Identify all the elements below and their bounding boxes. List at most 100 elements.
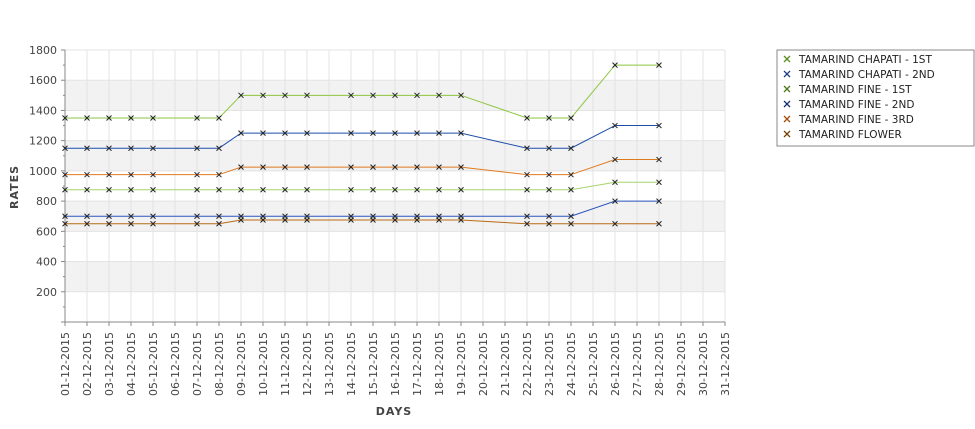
y-tick-label: 400 [36, 256, 57, 269]
data-point-marker [348, 217, 354, 223]
data-point-marker [194, 213, 200, 220]
data-point-marker [84, 186, 90, 193]
x-tick-label: 05-12-2015 [147, 332, 160, 396]
data-point-marker [414, 92, 420, 99]
data-point-marker [436, 164, 442, 170]
data-point-marker [546, 171, 552, 178]
series-line [65, 125, 659, 149]
legend-entry-label: TAMARIND FINE - 2ND [798, 99, 914, 111]
data-point-marker [304, 92, 310, 99]
x-tick-label: 11-12-2015 [279, 332, 292, 396]
data-point-marker [106, 186, 112, 193]
data-point-marker [84, 171, 90, 178]
data-point-marker [524, 213, 530, 220]
data-point-marker [304, 130, 310, 136]
data-point-marker [348, 92, 354, 99]
data-point-marker [546, 220, 552, 227]
data-point-marker [150, 145, 156, 152]
data-point-marker [304, 217, 310, 223]
data-point-marker [546, 186, 552, 193]
data-point-marker [216, 145, 222, 152]
data-point-marker [260, 130, 266, 136]
data-point-marker [304, 164, 310, 170]
x-axis-ticks: 01-12-2015 02-12-2015 03-12-2015 04-12-2015… [59, 322, 732, 396]
data-point-marker [414, 217, 420, 223]
legend-entry-label: TAMARIND CHAPATI - 2ND [798, 69, 935, 81]
y-tick-label: 1200 [29, 135, 57, 148]
data-point-marker [84, 213, 90, 220]
data-point-marker [348, 186, 354, 193]
y-tick-label: 1600 [29, 74, 57, 87]
data-point-marker [282, 130, 288, 136]
data-point-marker [414, 186, 420, 193]
data-point-marker [568, 115, 574, 121]
data-point-marker [656, 198, 662, 204]
series-line [65, 181, 659, 191]
data-point-marker [238, 164, 244, 170]
legend-marker-icon [783, 85, 791, 93]
data-point-marker [282, 164, 288, 170]
series-group [62, 156, 662, 178]
data-point-marker [436, 217, 442, 223]
data-point-marker [282, 92, 288, 99]
x-tick-label: 24-12-2015 [565, 332, 578, 396]
data-point-marker [370, 186, 376, 193]
x-tick-label: 07-12-2015 [191, 332, 204, 396]
x-tick-label: 27-12-2015 [631, 332, 644, 396]
series-line [65, 200, 659, 217]
data-point-marker [194, 145, 200, 152]
x-tick-label: 12-12-2015 [301, 332, 314, 396]
data-point-marker [128, 145, 134, 152]
data-point-marker [194, 220, 200, 227]
data-point-marker [62, 115, 68, 121]
data-point-marker [392, 186, 398, 193]
data-point-marker [106, 171, 112, 178]
data-point-marker [62, 213, 68, 220]
x-tick-label: 20-12-2015 [477, 332, 490, 396]
x-tick-label: 18-12-2015 [433, 332, 446, 396]
data-point-marker [348, 164, 354, 170]
data-point-marker [216, 186, 222, 193]
y-axis-label: RATES [8, 165, 21, 209]
x-tick-label: 02-12-2015 [81, 332, 94, 396]
x-tick-label: 28-12-2015 [653, 332, 666, 396]
y-tick-label: 1800 [29, 44, 57, 57]
data-point-marker [216, 171, 222, 178]
data-point-marker [392, 217, 398, 223]
data-point-marker [282, 186, 288, 193]
data-point-marker [150, 220, 156, 227]
data-point-marker [546, 145, 552, 152]
data-point-marker [568, 145, 574, 152]
data-point-marker [150, 171, 156, 178]
legend-marker-icon [783, 100, 791, 108]
data-point-marker [612, 198, 618, 204]
data-point-marker [546, 213, 552, 220]
data-point-marker [524, 115, 530, 121]
legend-entry-label: TAMARIND CHAPATI - 1ST [798, 54, 932, 66]
data-point-marker [106, 213, 112, 220]
data-point-marker [392, 130, 398, 136]
data-point-marker [128, 220, 134, 227]
x-tick-label: 03-12-2015 [103, 332, 116, 396]
series-lines [62, 62, 662, 227]
x-tick-label: 09-12-2015 [235, 332, 248, 396]
data-point-marker [216, 115, 222, 121]
data-point-marker [458, 164, 464, 170]
x-tick-label: 08-12-2015 [213, 332, 226, 396]
data-point-marker [304, 186, 310, 193]
data-point-marker [216, 220, 222, 227]
data-point-marker [84, 145, 90, 152]
y-tick-label: 800 [36, 195, 57, 208]
data-point-marker [656, 220, 662, 227]
data-point-marker [436, 92, 442, 99]
data-point-marker [106, 115, 112, 121]
data-point-marker [458, 92, 464, 99]
data-point-marker [568, 213, 574, 220]
legend-entry-label: TAMARIND FINE - 1ST [798, 84, 912, 96]
data-point-marker [150, 186, 156, 193]
data-point-marker [370, 164, 376, 170]
data-point-marker [260, 92, 266, 99]
data-point-marker [612, 179, 618, 186]
x-tick-label: 01-12-2015 [59, 332, 72, 396]
